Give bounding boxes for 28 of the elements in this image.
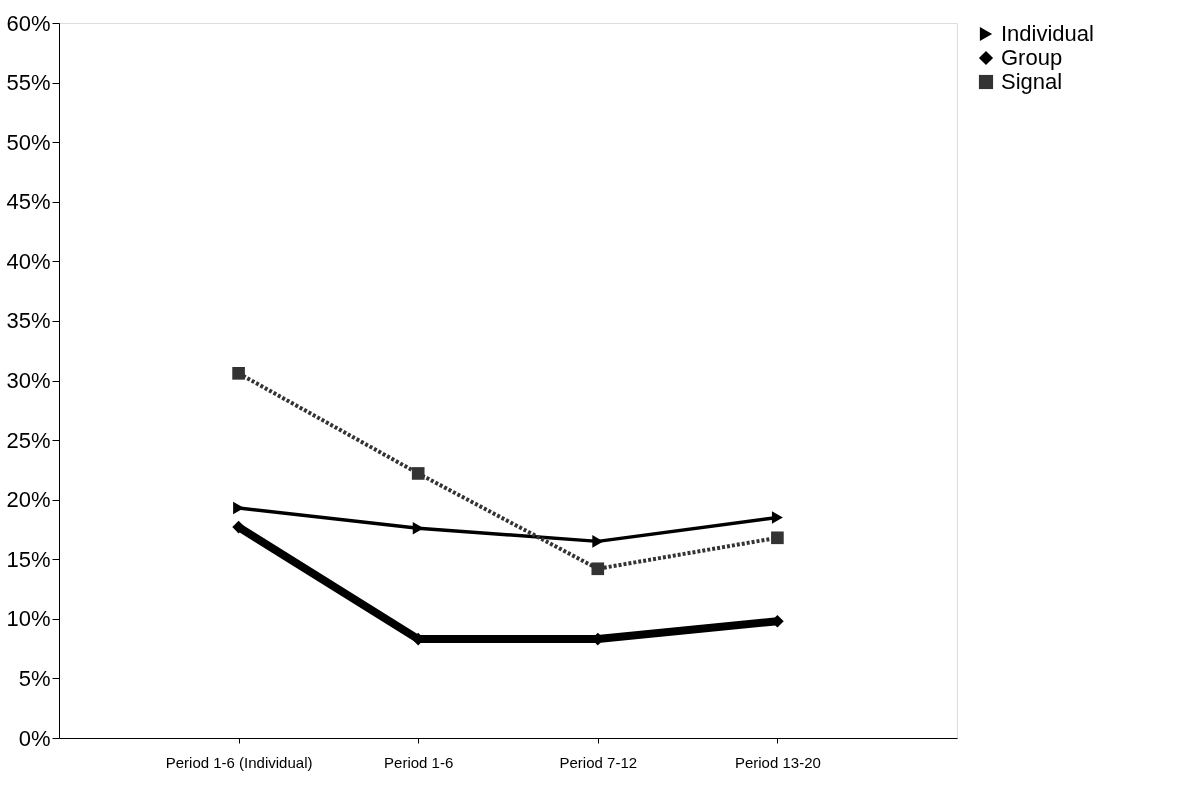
point [411, 467, 425, 480]
y-tick-label: 45% [6, 189, 51, 215]
y-tick-label: 0% [18, 725, 51, 751]
y-tick-label: 20% [6, 487, 51, 513]
x-tick-label: Period 7-12 [559, 753, 638, 771]
point [232, 520, 245, 534]
x-tick-label: Period 1-6 (Individual) [165, 753, 313, 771]
y-tick-label: 10% [6, 606, 51, 632]
x-tick-label: Period 13-20 [734, 753, 821, 771]
y-tick-label: 40% [6, 248, 51, 274]
legend-label: Individual [1001, 21, 1094, 46]
point [232, 367, 245, 380]
x-tick-label: Period 1-6 [384, 753, 454, 771]
point [591, 562, 605, 576]
y-tick-label: 5% [18, 665, 51, 691]
y-tick-label: 60% [6, 10, 51, 36]
point [771, 511, 783, 524]
legend-label: Signal [1001, 69, 1063, 94]
y-tick-label: 15% [6, 546, 51, 572]
point [592, 535, 604, 548]
y-tick-label: 50% [6, 129, 51, 155]
legend-label: Group [1001, 45, 1063, 70]
point [412, 521, 424, 535]
point [771, 531, 784, 545]
y-tick-label: 30% [6, 368, 51, 393]
y-tick-label: 25% [6, 427, 51, 453]
y-tick-label: 35% [6, 308, 51, 334]
y-tick-label: 55% [6, 70, 51, 96]
